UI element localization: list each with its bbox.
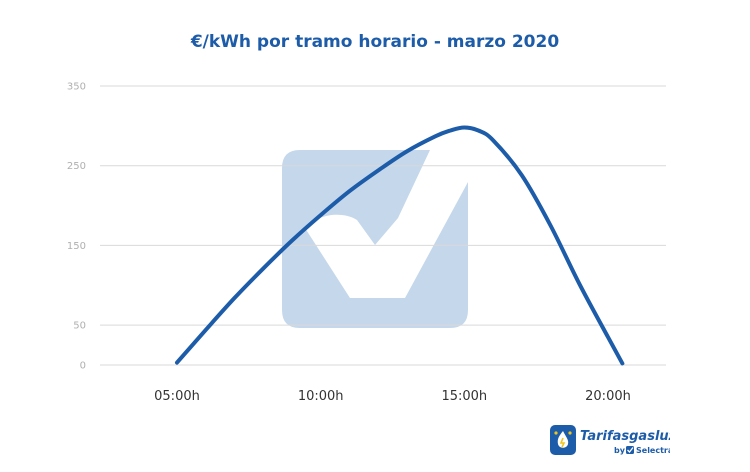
x-tick-label: 15:00h [441,389,487,404]
checkmark-watermark-icon [282,150,468,328]
logo-emblem-icon [550,425,576,455]
y-tick-label: 0 [80,361,86,372]
selectra-check-icon [626,446,634,454]
chart-title: €/kWh por tramo horario - marzo 2020 [190,32,560,52]
x-tick-label: 10:00h [298,389,344,404]
y-tick-label: 150 [67,241,86,252]
x-tick-label: 05:00h [154,389,200,404]
logo-by: by [614,446,626,455]
y-tick-label: 50 [73,321,86,332]
logo-text: Tarifasgasluz [580,429,670,444]
tarifasgasluz-logo: Tarifasgasluz by Selectra [550,425,670,455]
logo-company: Selectra [636,446,670,455]
y-axis-ticks: 0 50 150 250 350 [67,82,86,372]
y-tick-label: 250 [67,161,86,172]
series-line [175,125,625,366]
series-layer [175,125,625,366]
y-tick-label: 350 [67,82,86,93]
x-tick-label: 20:00h [585,389,631,404]
x-axis-ticks: 05:00h 10:00h 15:00h 20:00h [154,389,631,404]
